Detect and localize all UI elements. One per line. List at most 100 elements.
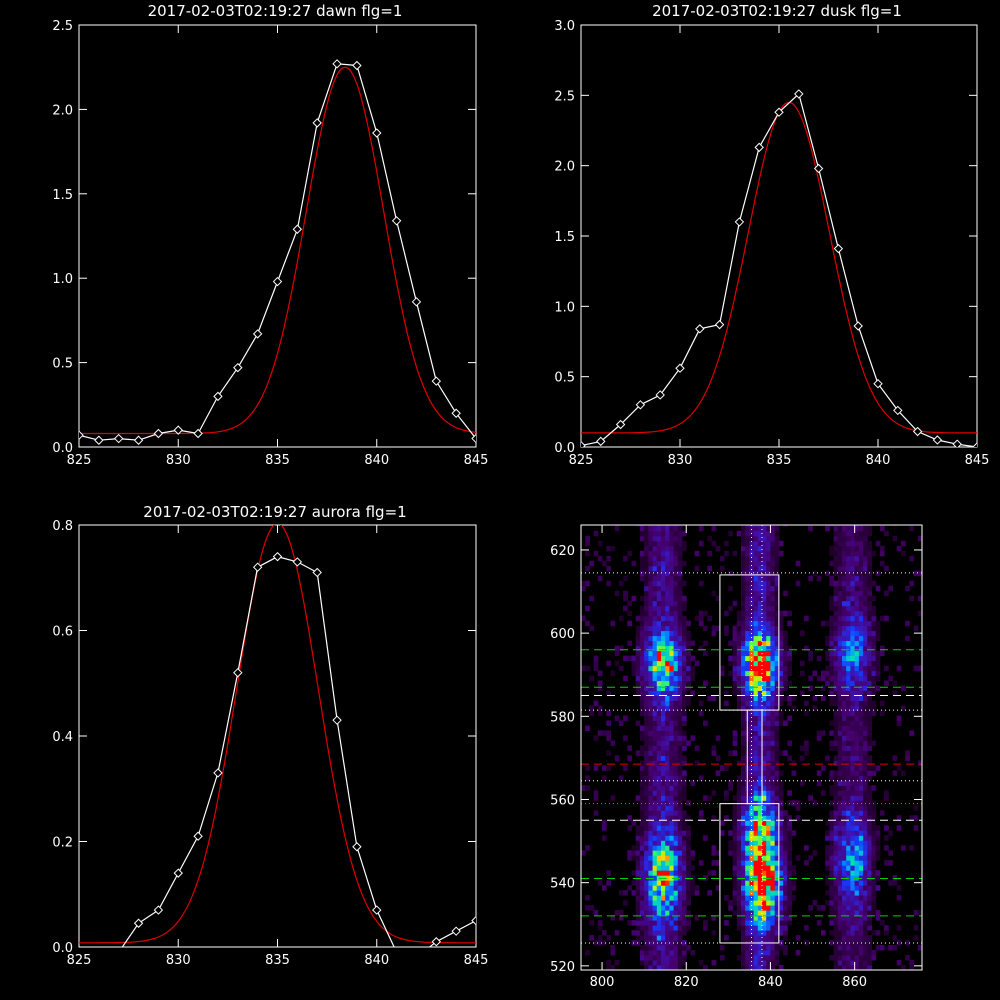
heatmap-cell xyxy=(665,945,670,951)
heatmap-cell xyxy=(686,885,691,891)
heatmap-cell xyxy=(635,675,641,682)
heatmap-cell xyxy=(669,965,675,970)
heatmap-cell xyxy=(682,605,687,612)
heatmap-cell xyxy=(829,650,835,657)
heatmap-cell xyxy=(858,595,864,602)
heatmap-cell xyxy=(673,755,679,761)
heatmap-cell xyxy=(677,530,683,537)
heatmap-cell xyxy=(648,710,654,716)
heatmap-cell xyxy=(665,820,670,826)
heatmap-cell xyxy=(677,645,683,652)
heatmap-cell xyxy=(846,880,851,886)
heatmap-cell xyxy=(757,815,763,821)
heatmap-cell xyxy=(833,960,839,966)
heatmap-cell xyxy=(787,800,792,806)
heatmap-cell xyxy=(602,825,607,831)
heatmap-cell xyxy=(665,825,670,831)
heatmap-cell xyxy=(825,900,830,906)
heatmap-cell xyxy=(644,905,649,911)
heatmap-cell xyxy=(677,765,683,771)
heatmap-cell xyxy=(652,680,658,686)
plot-area xyxy=(581,89,977,447)
heatmap-cell xyxy=(648,625,654,632)
heatmap-cell xyxy=(791,880,797,886)
heatmap-cell xyxy=(665,695,670,701)
heatmap-cell xyxy=(673,880,679,886)
heatmap-cell xyxy=(829,785,835,791)
data-point xyxy=(581,440,586,447)
heatmap-cell xyxy=(879,550,885,557)
heatmap-cell xyxy=(749,600,755,607)
heatmap-cell xyxy=(656,725,662,731)
heatmap-cell xyxy=(682,700,687,706)
heatmap-cell xyxy=(783,820,788,826)
heatmap-cell xyxy=(661,845,666,851)
heatmap-cell xyxy=(858,645,864,652)
heatmap-cell xyxy=(648,800,654,806)
heatmap-cell xyxy=(686,695,691,701)
heatmap-cell xyxy=(648,765,654,771)
heatmap-cell xyxy=(644,675,649,682)
heatmap-cell xyxy=(661,740,666,746)
heatmap-cell xyxy=(871,800,877,806)
heatmap-cell xyxy=(888,850,893,856)
heatmap-cell xyxy=(673,845,679,851)
heatmap-cell xyxy=(597,685,603,691)
aurora-panel: 2017-02-03T02:19:27 aurora flg=1 825 830 8… xyxy=(52,503,488,968)
heatmap-cell xyxy=(753,710,759,716)
heatmap-cell xyxy=(842,605,847,612)
heatmap-cell xyxy=(593,550,599,557)
heatmap-cell xyxy=(896,665,902,672)
heatmap-cell xyxy=(614,590,620,597)
heatmap-cell xyxy=(648,650,654,657)
heatmap-cell xyxy=(842,715,847,721)
data-point xyxy=(615,419,626,430)
heatmap-cell xyxy=(766,670,771,677)
heatmap-cell xyxy=(644,780,649,786)
heatmap-cell xyxy=(871,885,877,891)
heatmap-cell xyxy=(837,655,843,662)
heatmap-cell xyxy=(753,680,759,686)
heatmap-cell xyxy=(833,670,839,677)
heatmap-cell xyxy=(778,670,784,677)
heatmap-cell xyxy=(770,685,776,691)
heatmap-cell xyxy=(829,800,835,806)
heatmap-cell xyxy=(757,790,763,796)
heatmap-cell xyxy=(656,865,662,871)
heatmap-cell xyxy=(648,695,654,701)
heatmap-cell xyxy=(778,630,784,637)
heatmap-cell xyxy=(741,840,746,846)
heatmap-cell xyxy=(677,950,683,956)
heatmap-cell xyxy=(639,685,645,691)
heatmap-cell xyxy=(673,945,679,951)
heatmap-cell xyxy=(652,915,658,921)
heatmap-cell xyxy=(673,625,679,632)
heatmap-cell xyxy=(753,800,759,806)
heatmap-cell xyxy=(867,785,872,791)
heatmap-cell xyxy=(778,870,784,876)
heatmap-cell xyxy=(842,850,847,856)
heatmap-cell xyxy=(867,640,872,647)
heatmap-cell xyxy=(892,875,898,881)
heatmap-cell xyxy=(639,935,645,941)
heatmap-cell xyxy=(711,790,717,796)
heatmap-cell xyxy=(644,670,649,677)
heatmap-cell xyxy=(741,735,746,741)
heatmap-cell xyxy=(854,790,860,796)
heatmap-cell xyxy=(644,605,649,612)
heatmap-cell xyxy=(858,910,864,916)
heatmap-cell xyxy=(745,605,750,612)
heatmap-cell xyxy=(858,635,864,642)
heatmap-cell xyxy=(661,885,666,891)
heatmap-cell xyxy=(715,545,721,552)
heatmap-cell xyxy=(842,900,847,906)
heatmap-cell xyxy=(867,910,872,916)
data-point xyxy=(411,297,422,307)
heatmap-cell xyxy=(833,615,839,622)
heatmap-cell xyxy=(652,830,658,836)
heatmap-cell xyxy=(863,775,868,781)
heatmap-cell xyxy=(757,710,763,716)
heatmap-cell xyxy=(741,710,746,716)
heatmap-cell xyxy=(778,700,784,706)
heatmap-cell xyxy=(846,680,851,686)
